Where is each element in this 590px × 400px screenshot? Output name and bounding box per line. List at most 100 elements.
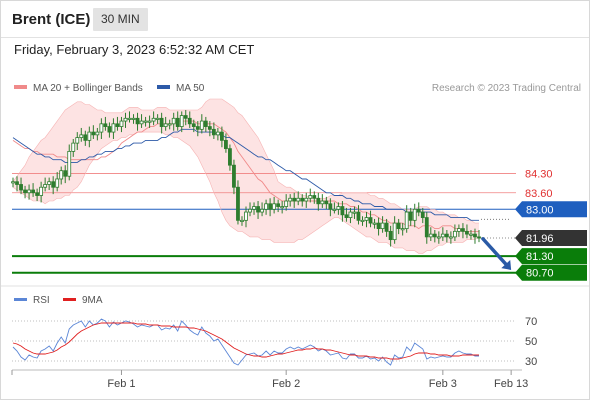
x-tick-label: Feb 1	[107, 378, 135, 390]
legend-swatch-rsi	[14, 298, 27, 301]
legend-label-ma50: MA 50	[176, 83, 205, 94]
level-tags: 84.30 83.60 83.00 81.96 81.30 80.70	[515, 168, 587, 281]
candle	[452, 230, 457, 238]
candle	[135, 117, 140, 125]
legend-label-rsi: RSI	[33, 295, 50, 306]
last-price-label: 81.96	[526, 233, 554, 245]
candle	[288, 197, 293, 202]
candle	[187, 117, 192, 125]
header: Brent (ICE) 30 MIN	[1, 1, 589, 38]
candle	[316, 197, 321, 205]
rsi-tick-label: 50	[525, 336, 537, 348]
candle	[469, 233, 473, 236]
candle	[396, 222, 401, 230]
candle	[424, 217, 429, 238]
bollinger-band	[13, 99, 479, 254]
candle	[59, 170, 64, 180]
indicator-lines	[12, 98, 480, 254]
candle	[171, 117, 176, 125]
candle	[55, 178, 60, 188]
forecast-arrow-shaft	[481, 237, 508, 266]
candle	[392, 222, 397, 241]
support-label: 81.30	[526, 251, 554, 263]
rsi-legend: RSI 9MA	[14, 295, 103, 306]
candle	[440, 233, 445, 238]
candle	[408, 211, 413, 221]
candle	[11, 181, 15, 184]
candle	[155, 117, 160, 120]
candle	[163, 123, 168, 127]
candle	[448, 236, 453, 239]
last-price-tag	[515, 229, 587, 246]
candle	[416, 208, 421, 213]
candle	[328, 203, 333, 210]
candle	[119, 120, 124, 127]
x-tick-label: Feb 13	[494, 378, 528, 390]
candle	[211, 128, 216, 136]
candle	[348, 211, 353, 218]
legend-swatch-bollinger	[14, 85, 27, 89]
candle	[67, 150, 72, 177]
candle	[384, 222, 389, 232]
candle	[312, 195, 317, 199]
candle	[276, 203, 281, 207]
interval-selector[interactable]: 30 MIN	[93, 8, 148, 31]
candle	[71, 142, 76, 152]
legend-label-bollinger: MA 20 + Bollinger Bands	[33, 83, 143, 94]
candle	[19, 184, 23, 191]
x-axis-ticks: Feb 1 Feb 2 Feb 3 Feb 13	[11, 370, 528, 390]
candle	[87, 131, 92, 141]
forecast-arrow	[481, 237, 512, 270]
candle	[131, 117, 136, 120]
candle	[91, 131, 96, 136]
candle	[23, 189, 27, 194]
candle	[432, 233, 437, 238]
candle	[268, 203, 273, 210]
candle	[477, 236, 481, 239]
candle	[207, 126, 212, 130]
rsi-9ma-line	[12, 322, 479, 360]
legend-swatch-9ma	[63, 298, 76, 301]
candle	[404, 211, 409, 230]
candle	[147, 120, 152, 123]
candle	[248, 208, 252, 213]
pivot-tag	[515, 201, 587, 218]
candle	[203, 120, 208, 127]
candle	[99, 123, 104, 133]
datetime-label: Friday, February 3, 2023 6:52:32 AM CET	[14, 42, 255, 57]
candle	[224, 139, 228, 150]
candle	[228, 148, 232, 166]
candle	[75, 137, 80, 144]
candle	[465, 230, 469, 235]
ma20-line	[12, 120, 479, 232]
candle	[240, 219, 244, 222]
candle	[320, 200, 325, 205]
candle	[304, 197, 309, 202]
resistance-label: 84.30	[525, 168, 553, 180]
candle	[139, 120, 144, 125]
candle	[215, 131, 220, 136]
support-tag	[515, 248, 587, 265]
candle	[151, 117, 156, 122]
rsi-tick-label: 30	[525, 356, 537, 368]
candle	[372, 222, 377, 225]
candle	[428, 233, 433, 238]
candle	[15, 181, 19, 185]
candle	[444, 233, 449, 238]
rsi-tick-label: 70	[525, 316, 537, 328]
candle	[232, 164, 236, 188]
candle	[352, 211, 357, 214]
candle	[272, 203, 277, 210]
candle	[175, 117, 180, 127]
candle	[292, 197, 297, 202]
candle	[179, 115, 184, 127]
x-tick-label: Feb 3	[429, 378, 457, 390]
bollinger-band-area	[13, 99, 479, 254]
candle	[39, 186, 44, 196]
candle	[264, 203, 268, 210]
candle	[364, 217, 369, 221]
candle	[219, 131, 224, 141]
candle	[260, 208, 264, 213]
rsi-lines	[12, 318, 479, 366]
